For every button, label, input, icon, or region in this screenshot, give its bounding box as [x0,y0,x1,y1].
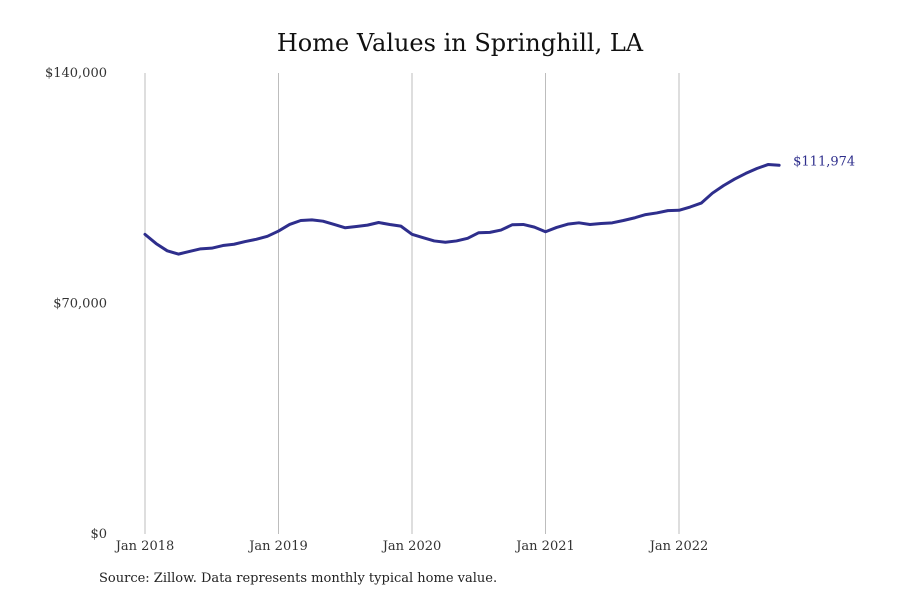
y-axis: $0 $70,000 $140,000 [45,66,107,542]
source-note: Source: Zillow. Data represents monthly … [99,571,498,586]
y-tick-label: $0 [90,527,107,542]
end-value-label: $111,974 [793,154,855,169]
chart-title: Home Values in Springhill, LA [277,29,644,57]
y-tick-label: $70,000 [53,297,107,312]
x-tick-label: Jan 2018 [114,539,175,554]
x-tick-label: Jan 2022 [648,539,709,554]
x-tick-label: Jan 2019 [247,539,308,554]
x-tick-label: Jan 2021 [514,539,575,554]
gridlines [144,73,680,534]
series-line [143,163,781,256]
series-layer: $111,974 [143,154,855,256]
x-axis: Jan 2018 Jan 2019 Jan 2020 Jan 2021 Jan 2022 [114,539,709,554]
y-tick-label: $140,000 [45,66,107,81]
x-tick-label: Jan 2020 [381,539,442,554]
